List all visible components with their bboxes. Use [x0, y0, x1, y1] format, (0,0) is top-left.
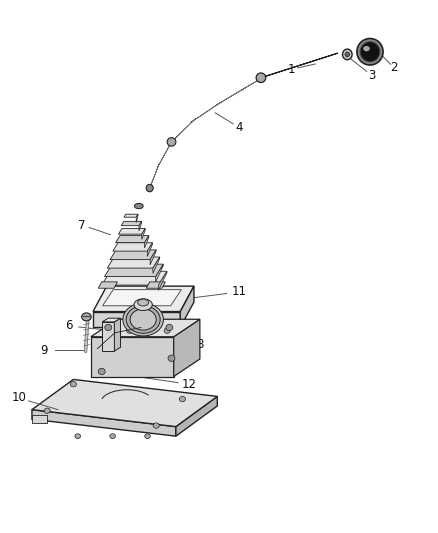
Ellipse shape	[81, 313, 91, 321]
Polygon shape	[173, 319, 199, 376]
Polygon shape	[107, 257, 159, 268]
Ellipse shape	[362, 46, 369, 51]
Text: 10: 10	[11, 392, 26, 405]
Polygon shape	[93, 286, 194, 312]
Polygon shape	[32, 415, 47, 423]
Ellipse shape	[164, 328, 170, 333]
Text: 9: 9	[40, 344, 48, 357]
Polygon shape	[102, 289, 181, 306]
Ellipse shape	[130, 309, 156, 330]
Text: 12: 12	[181, 378, 196, 391]
Ellipse shape	[123, 303, 163, 336]
Ellipse shape	[105, 324, 112, 330]
Text: 8: 8	[196, 338, 203, 351]
Polygon shape	[176, 397, 217, 436]
Polygon shape	[93, 312, 180, 327]
Ellipse shape	[126, 328, 132, 333]
Polygon shape	[91, 319, 199, 337]
Ellipse shape	[359, 42, 379, 62]
Polygon shape	[150, 250, 156, 265]
Ellipse shape	[179, 397, 185, 402]
Polygon shape	[180, 286, 194, 327]
Text: 6: 6	[65, 319, 73, 333]
Ellipse shape	[153, 423, 159, 428]
Ellipse shape	[255, 73, 265, 83]
Polygon shape	[169, 118, 195, 144]
Text: 4: 4	[235, 121, 242, 134]
Ellipse shape	[344, 52, 349, 57]
Ellipse shape	[126, 306, 160, 333]
Polygon shape	[104, 264, 163, 277]
Ellipse shape	[44, 408, 50, 414]
Polygon shape	[152, 257, 159, 273]
Polygon shape	[113, 243, 152, 251]
Ellipse shape	[134, 204, 143, 209]
Polygon shape	[158, 271, 166, 290]
Polygon shape	[32, 379, 217, 426]
Text: 7: 7	[78, 219, 86, 232]
Text: 2: 2	[389, 61, 397, 74]
Ellipse shape	[98, 368, 105, 375]
Polygon shape	[32, 410, 176, 436]
Ellipse shape	[138, 299, 148, 306]
Polygon shape	[148, 163, 159, 191]
Ellipse shape	[342, 49, 351, 60]
Ellipse shape	[103, 328, 109, 333]
Polygon shape	[102, 271, 166, 285]
Polygon shape	[259, 54, 333, 78]
Polygon shape	[118, 229, 145, 234]
Polygon shape	[144, 236, 148, 248]
Polygon shape	[110, 250, 156, 260]
Ellipse shape	[356, 38, 382, 65]
Ellipse shape	[146, 328, 152, 333]
Ellipse shape	[70, 382, 76, 387]
Polygon shape	[155, 264, 163, 282]
Ellipse shape	[75, 434, 81, 439]
Text: 11: 11	[231, 286, 246, 298]
Ellipse shape	[145, 434, 150, 439]
Polygon shape	[121, 221, 141, 225]
Polygon shape	[258, 53, 337, 79]
Polygon shape	[141, 229, 145, 239]
Ellipse shape	[166, 324, 173, 330]
Ellipse shape	[110, 434, 115, 439]
Polygon shape	[102, 318, 120, 322]
Polygon shape	[139, 221, 141, 231]
Ellipse shape	[167, 138, 176, 146]
Polygon shape	[114, 318, 120, 351]
Polygon shape	[136, 214, 138, 222]
Polygon shape	[146, 282, 165, 288]
Polygon shape	[98, 282, 117, 288]
Polygon shape	[147, 243, 152, 256]
Text: 3: 3	[367, 69, 375, 82]
Polygon shape	[240, 78, 261, 91]
Ellipse shape	[168, 355, 175, 361]
Polygon shape	[157, 139, 173, 168]
Polygon shape	[115, 236, 148, 243]
Polygon shape	[216, 87, 246, 105]
Polygon shape	[91, 337, 173, 376]
Polygon shape	[190, 101, 222, 123]
Polygon shape	[102, 322, 114, 351]
Text: 1: 1	[287, 63, 294, 76]
Ellipse shape	[134, 299, 152, 311]
Ellipse shape	[146, 184, 153, 192]
Polygon shape	[124, 214, 138, 217]
